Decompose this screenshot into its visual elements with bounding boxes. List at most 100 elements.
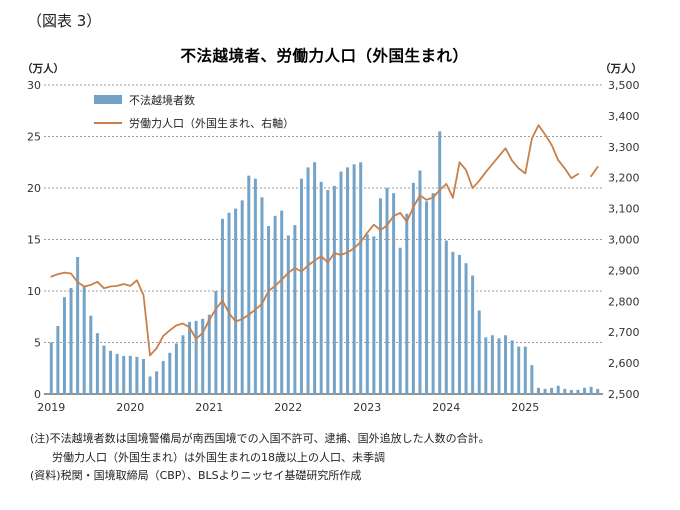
border-crossers-bar [332,185,336,394]
x-axis-year-label: 2023 [353,401,381,414]
border-crossers-bar [543,388,547,394]
footnotes: (注)不法越境者数は国境警備局が南西国境での入国不許可、逮捕、国外追放した人数の… [30,430,490,486]
border-crossers-bar [194,320,198,394]
border-crossers-bar [102,345,106,394]
border-crossers-bar [484,337,488,394]
border-crossers-bar [536,387,540,394]
border-crossers-bar [517,346,521,394]
border-crossers-bar [286,235,290,394]
right-axis-tick-label: 2,800 [608,295,640,308]
x-axis-year-label: 2022 [274,401,302,414]
border-crossers-bar [372,236,376,394]
x-axis-year-label: 2024 [432,401,460,414]
border-crossers-bar [563,388,567,394]
border-crossers-bar [148,376,152,394]
border-crossers-bar [207,314,211,394]
border-crossers-bar [49,342,53,394]
border-crossers-bar [267,226,271,394]
border-crossers-bar [589,386,593,394]
border-crossers-bar [477,310,481,394]
x-axis-year-label: 2020 [116,401,144,414]
chart-title: 不法越境者、労働力人口（外国生まれ） [180,47,469,65]
right-axis-tick-label: 3,400 [608,110,640,123]
right-axis-tick-label: 3,100 [608,203,640,216]
border-crossers-bar [69,287,73,394]
right-axis-tick-label: 2,500 [608,388,640,401]
border-crossers-bar [530,365,534,394]
border-crossers-bar [89,315,93,394]
border-crossers-bar [141,358,145,394]
border-crossers-bar [214,291,218,394]
border-crossers-bar [346,167,350,394]
border-crossers-bar [523,346,527,394]
border-crossers-bar [556,385,560,394]
legend-item-border-crossers: 不法越境者数 [94,92,294,107]
border-crossers-bar [431,193,435,394]
x-axis-year-label: 2019 [37,401,65,414]
border-crossers-bar [260,197,264,394]
border-crossers-bar [56,326,60,394]
footnote-labor-force: 労働力人口（外国生まれ）は外国生まれの18歳以上の人口、未季調 [30,450,385,464]
border-crossers-bar [76,257,80,394]
chart-legend: 不法越境者数 労働力人口（外国生まれ、右軸） [94,92,294,138]
border-crossers-bar [457,254,461,394]
border-crossers-bar [359,162,363,394]
border-crossers-bar [569,389,573,394]
border-crossers-bar [115,353,119,394]
border-crossers-bar [109,350,113,394]
border-crossers-bar [168,352,172,394]
border-crossers-bar [576,389,580,394]
border-crossers-bar [293,225,297,394]
border-crossers-bar [339,171,343,394]
border-crossers-bar [464,263,468,394]
border-crossers-bar [425,201,429,394]
bar-series-swatch [94,95,122,104]
figure-label: （図表 3） [27,12,102,30]
border-crossers-bar [411,182,415,394]
border-crossers-bar [220,218,224,394]
border-crossers-bar [405,213,409,394]
border-crossers-bar [299,178,303,394]
right-axis-tick-label: 2,600 [608,357,640,370]
right-axis-unit-label: （万人） [600,63,642,75]
border-crossers-bar [392,193,396,394]
left-axis-tick-label: 15 [27,234,41,247]
border-crossers-bar [438,131,442,394]
right-axis-tick-label: 2,900 [608,264,640,277]
border-crossers-bar [596,388,600,394]
left-axis-tick-label: 30 [27,79,41,92]
border-crossers-bar [227,212,231,394]
border-crossers-bar [490,335,494,394]
left-axis-tick-label: 10 [27,285,41,298]
border-crossers-bar [273,215,277,394]
border-crossers-bar [365,234,369,394]
border-crossers-bar [135,356,139,394]
border-crossers-bar [497,338,501,394]
border-crossers-bar [234,208,238,394]
line-series-swatch [94,121,122,124]
border-crossers-bar [398,247,402,394]
border-crossers-bar [451,251,455,394]
border-crossers-bar [444,240,448,394]
left-axis-tick-label: 0 [34,388,41,401]
border-crossers-bar [128,355,132,394]
right-axis-tick-label: 3,000 [608,234,640,247]
x-axis-year-label: 2021 [195,401,223,414]
border-crossers-bar [418,170,422,394]
border-crossers-bar [313,162,317,394]
legend-label-border-crossers: 不法越境者数 [129,93,195,107]
border-crossers-bar [161,361,165,394]
border-crossers-bar [62,297,66,394]
border-crossers-bar [253,178,257,394]
border-crossers-bar [385,188,389,394]
border-crossers-bar [95,333,99,394]
border-crossers-bar [326,190,330,394]
border-crossers-bar [181,335,185,394]
footnote-definition: (注)不法越境者数は国境警備局が南西国境での入国不許可、逮捕、国外追放した人数の… [30,432,490,445]
border-crossers-bar [280,210,284,394]
border-crossers-bar [174,343,178,394]
border-crossers-bar [247,175,251,394]
border-crossers-bar [319,181,323,394]
border-crossers-bar [188,321,192,394]
